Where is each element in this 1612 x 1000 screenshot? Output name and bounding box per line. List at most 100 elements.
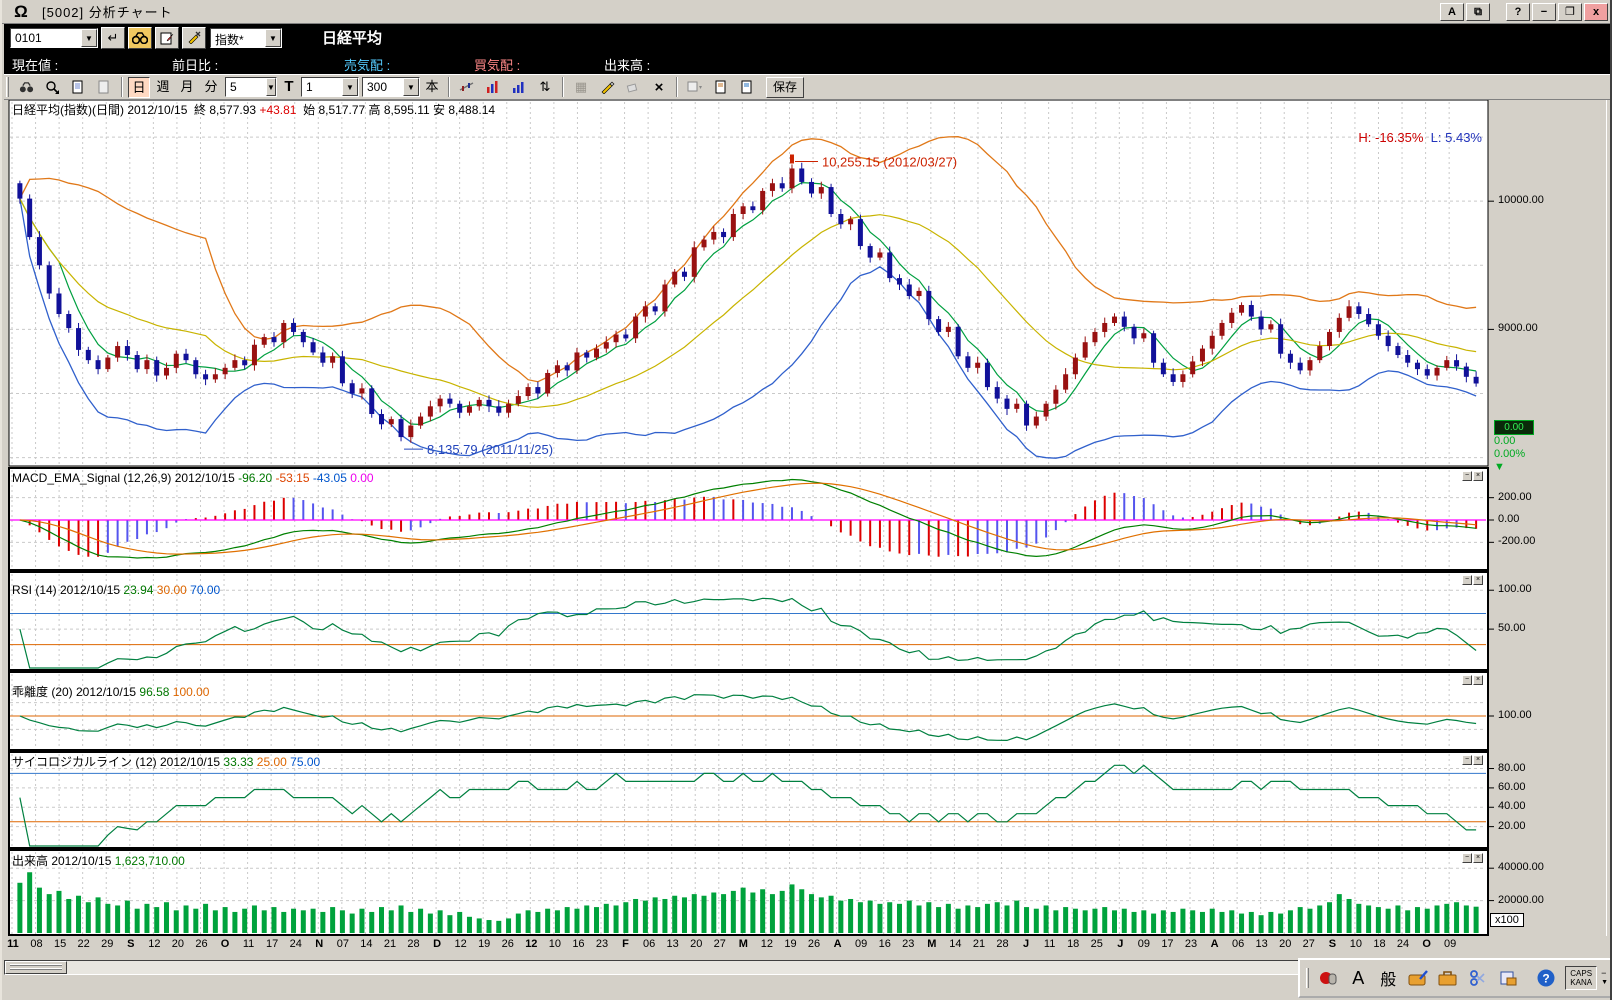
symbol-type-dropdown-icon[interactable]: ▼ [265, 29, 281, 47]
ime-grip[interactable] [1306, 968, 1309, 988]
symbol-code-input[interactable]: 0101 ▼ [10, 28, 98, 48]
x-axis-label: 27 [709, 938, 731, 950]
quote-label: 売気配 : [344, 55, 390, 74]
macd-panel-close-button[interactable]: × [1473, 471, 1483, 481]
macd-panel-minimize-button[interactable]: − [1462, 471, 1472, 481]
y-axis-tick-label: 20000.00 [1498, 894, 1544, 906]
memo-icon [160, 31, 174, 45]
ime-conversion-mode[interactable]: 般 [1375, 964, 1401, 992]
ime-toolbox-icon[interactable] [1435, 964, 1461, 992]
save-layout-icon[interactable] [709, 77, 733, 98]
scrollbar-thumb[interactable] [5, 961, 67, 974]
layout-select-icon[interactable] [683, 77, 707, 98]
deviation-panel-header: 乖離度 (20) 2012/10/15 96.58 100.00 [12, 683, 209, 700]
vol-panel-close-button[interactable]: × [1473, 853, 1483, 863]
chart-area[interactable]: 10,255.15 (2012/03/27)8,135.79 (2011/11/… [2, 100, 1612, 956]
x-axis-label: 17 [1156, 938, 1178, 950]
eraser-icon[interactable] [621, 77, 645, 98]
svg-text:?: ? [1543, 972, 1550, 986]
ime-palette-icon[interactable] [1405, 964, 1431, 992]
copy-window-button[interactable]: ⧉ [1466, 3, 1490, 21]
grid-icon[interactable]: ▦ [569, 77, 593, 98]
caps-kana-indicator[interactable]: CAPSKANA [1565, 966, 1597, 990]
ime-options-icon[interactable]: ▼ [1601, 978, 1608, 988]
x-axis-label: 28 [403, 938, 425, 950]
restore-button[interactable]: ❐ [1558, 3, 1582, 21]
enter-button[interactable]: ↵ [101, 27, 125, 49]
x-axis-label: 11 [238, 938, 260, 950]
interval-select-dropdown-icon[interactable]: ▼ [342, 78, 358, 96]
memo-edit-button[interactable] [155, 27, 179, 49]
minute-select[interactable]: 5 ▼ [225, 77, 277, 97]
x-axis-label: M [921, 938, 943, 950]
delete-drawing-icon[interactable]: × [647, 77, 671, 98]
minimize-button[interactable]: − [1532, 3, 1556, 21]
horizontal-scrollbar[interactable] [4, 960, 1342, 975]
font-button[interactable]: A [1440, 3, 1464, 21]
symbol-code-dropdown-icon[interactable]: ▼ [81, 29, 97, 47]
period-month-button[interactable]: 月 [176, 77, 198, 98]
rsi-panel-minimize-button[interactable]: − [1462, 575, 1472, 585]
tick-button[interactable]: T [278, 77, 300, 98]
ime-mouse-icon[interactable] [1315, 964, 1341, 992]
vol-panel-minimize-button[interactable]: − [1462, 853, 1472, 863]
svg-text:10,255.15 (2012/03/27): 10,255.15 (2012/03/27) [822, 154, 957, 169]
zoom-icon[interactable] [40, 77, 64, 98]
sub-indicator-icon[interactable] [507, 77, 531, 98]
ime-word-register-icon[interactable] [1465, 964, 1491, 992]
overlay-indicator-icon[interactable] [481, 77, 505, 98]
x-axis-label: 20 [1274, 938, 1296, 950]
x-axis-label: 12 [143, 938, 165, 950]
dev-panel-close-button[interactable]: × [1473, 675, 1483, 685]
rsi-panel-close-button[interactable]: × [1473, 575, 1483, 585]
draw-clear-button[interactable] [182, 27, 206, 49]
side-value-2: 0.00% [1494, 448, 1604, 461]
period-minute-button[interactable]: 分 [200, 77, 222, 98]
draw-line-icon[interactable] [595, 77, 619, 98]
y-axis-tick-label: 100.00 [1498, 583, 1532, 595]
load-layout-icon[interactable] [735, 77, 759, 98]
close-button[interactable]: x [1584, 3, 1608, 21]
volume-unit-label: x100 [1490, 913, 1524, 927]
compare-binoculars-icon[interactable] [14, 77, 38, 98]
chart-type-icon[interactable] [455, 77, 479, 98]
x-axis-label: A [1204, 938, 1226, 950]
chart-canvas[interactable]: 10,255.15 (2012/03/27)8,135.79 (2011/11/… [2, 100, 1612, 956]
dev-panel-minimize-button[interactable]: − [1462, 675, 1472, 685]
ime-help-icon[interactable]: ? [1533, 964, 1559, 992]
period-week-button[interactable]: 週 [152, 77, 174, 98]
psy-panel-minimize-button[interactable]: − [1462, 755, 1472, 765]
toolbar-grip[interactable] [6, 77, 9, 97]
side-value-box: 0.00 [1494, 420, 1534, 435]
x-axis-label: 20 [685, 938, 707, 950]
y-axis-tick-label: 40.00 [1498, 800, 1526, 812]
save-button[interactable]: 保存 [766, 77, 804, 98]
x-axis-label: 17 [261, 938, 283, 950]
ime-minimize-icon[interactable]: − [1601, 968, 1608, 978]
bar-count-dropdown-icon[interactable]: ▼ [403, 78, 419, 96]
bar-count-select[interactable]: 300 ▼ [362, 77, 420, 97]
ime-pad-icon[interactable] [1495, 964, 1521, 992]
y-axis-tick-label: 10000.00 [1498, 194, 1544, 206]
interval-select[interactable]: 1 ▼ [301, 77, 359, 97]
y-axis-tick-label: 200.00 [1498, 491, 1532, 503]
y-axis-tick-label: 9000.00 [1498, 322, 1538, 334]
x-axis-label: 24 [1392, 938, 1414, 950]
symbol-type-select[interactable]: 指数* ▼ [210, 28, 282, 48]
psy-panel-close-button[interactable]: × [1473, 755, 1483, 765]
updown-arrows-icon[interactable]: ⇅ [533, 77, 557, 98]
x-axis-label: 10 [1345, 938, 1367, 950]
x-axis-label: 19 [473, 938, 495, 950]
copy-page-icon[interactable] [66, 77, 90, 98]
x-axis-label: 06 [1227, 938, 1249, 950]
x-axis-label: 26 [190, 938, 212, 950]
help-button[interactable]: ? [1506, 3, 1530, 21]
period-day-button[interactable]: 日 [128, 77, 150, 98]
x-axis-label: S [120, 938, 142, 950]
y-axis-tick-label: 50.00 [1498, 622, 1526, 634]
x-axis-label: 24 [285, 938, 307, 950]
minute-select-dropdown-icon[interactable]: ▼ [266, 78, 276, 96]
paste-page-icon[interactable] [92, 77, 116, 98]
search-binoculars-button[interactable] [128, 27, 152, 49]
ime-input-mode[interactable]: A [1345, 964, 1371, 992]
